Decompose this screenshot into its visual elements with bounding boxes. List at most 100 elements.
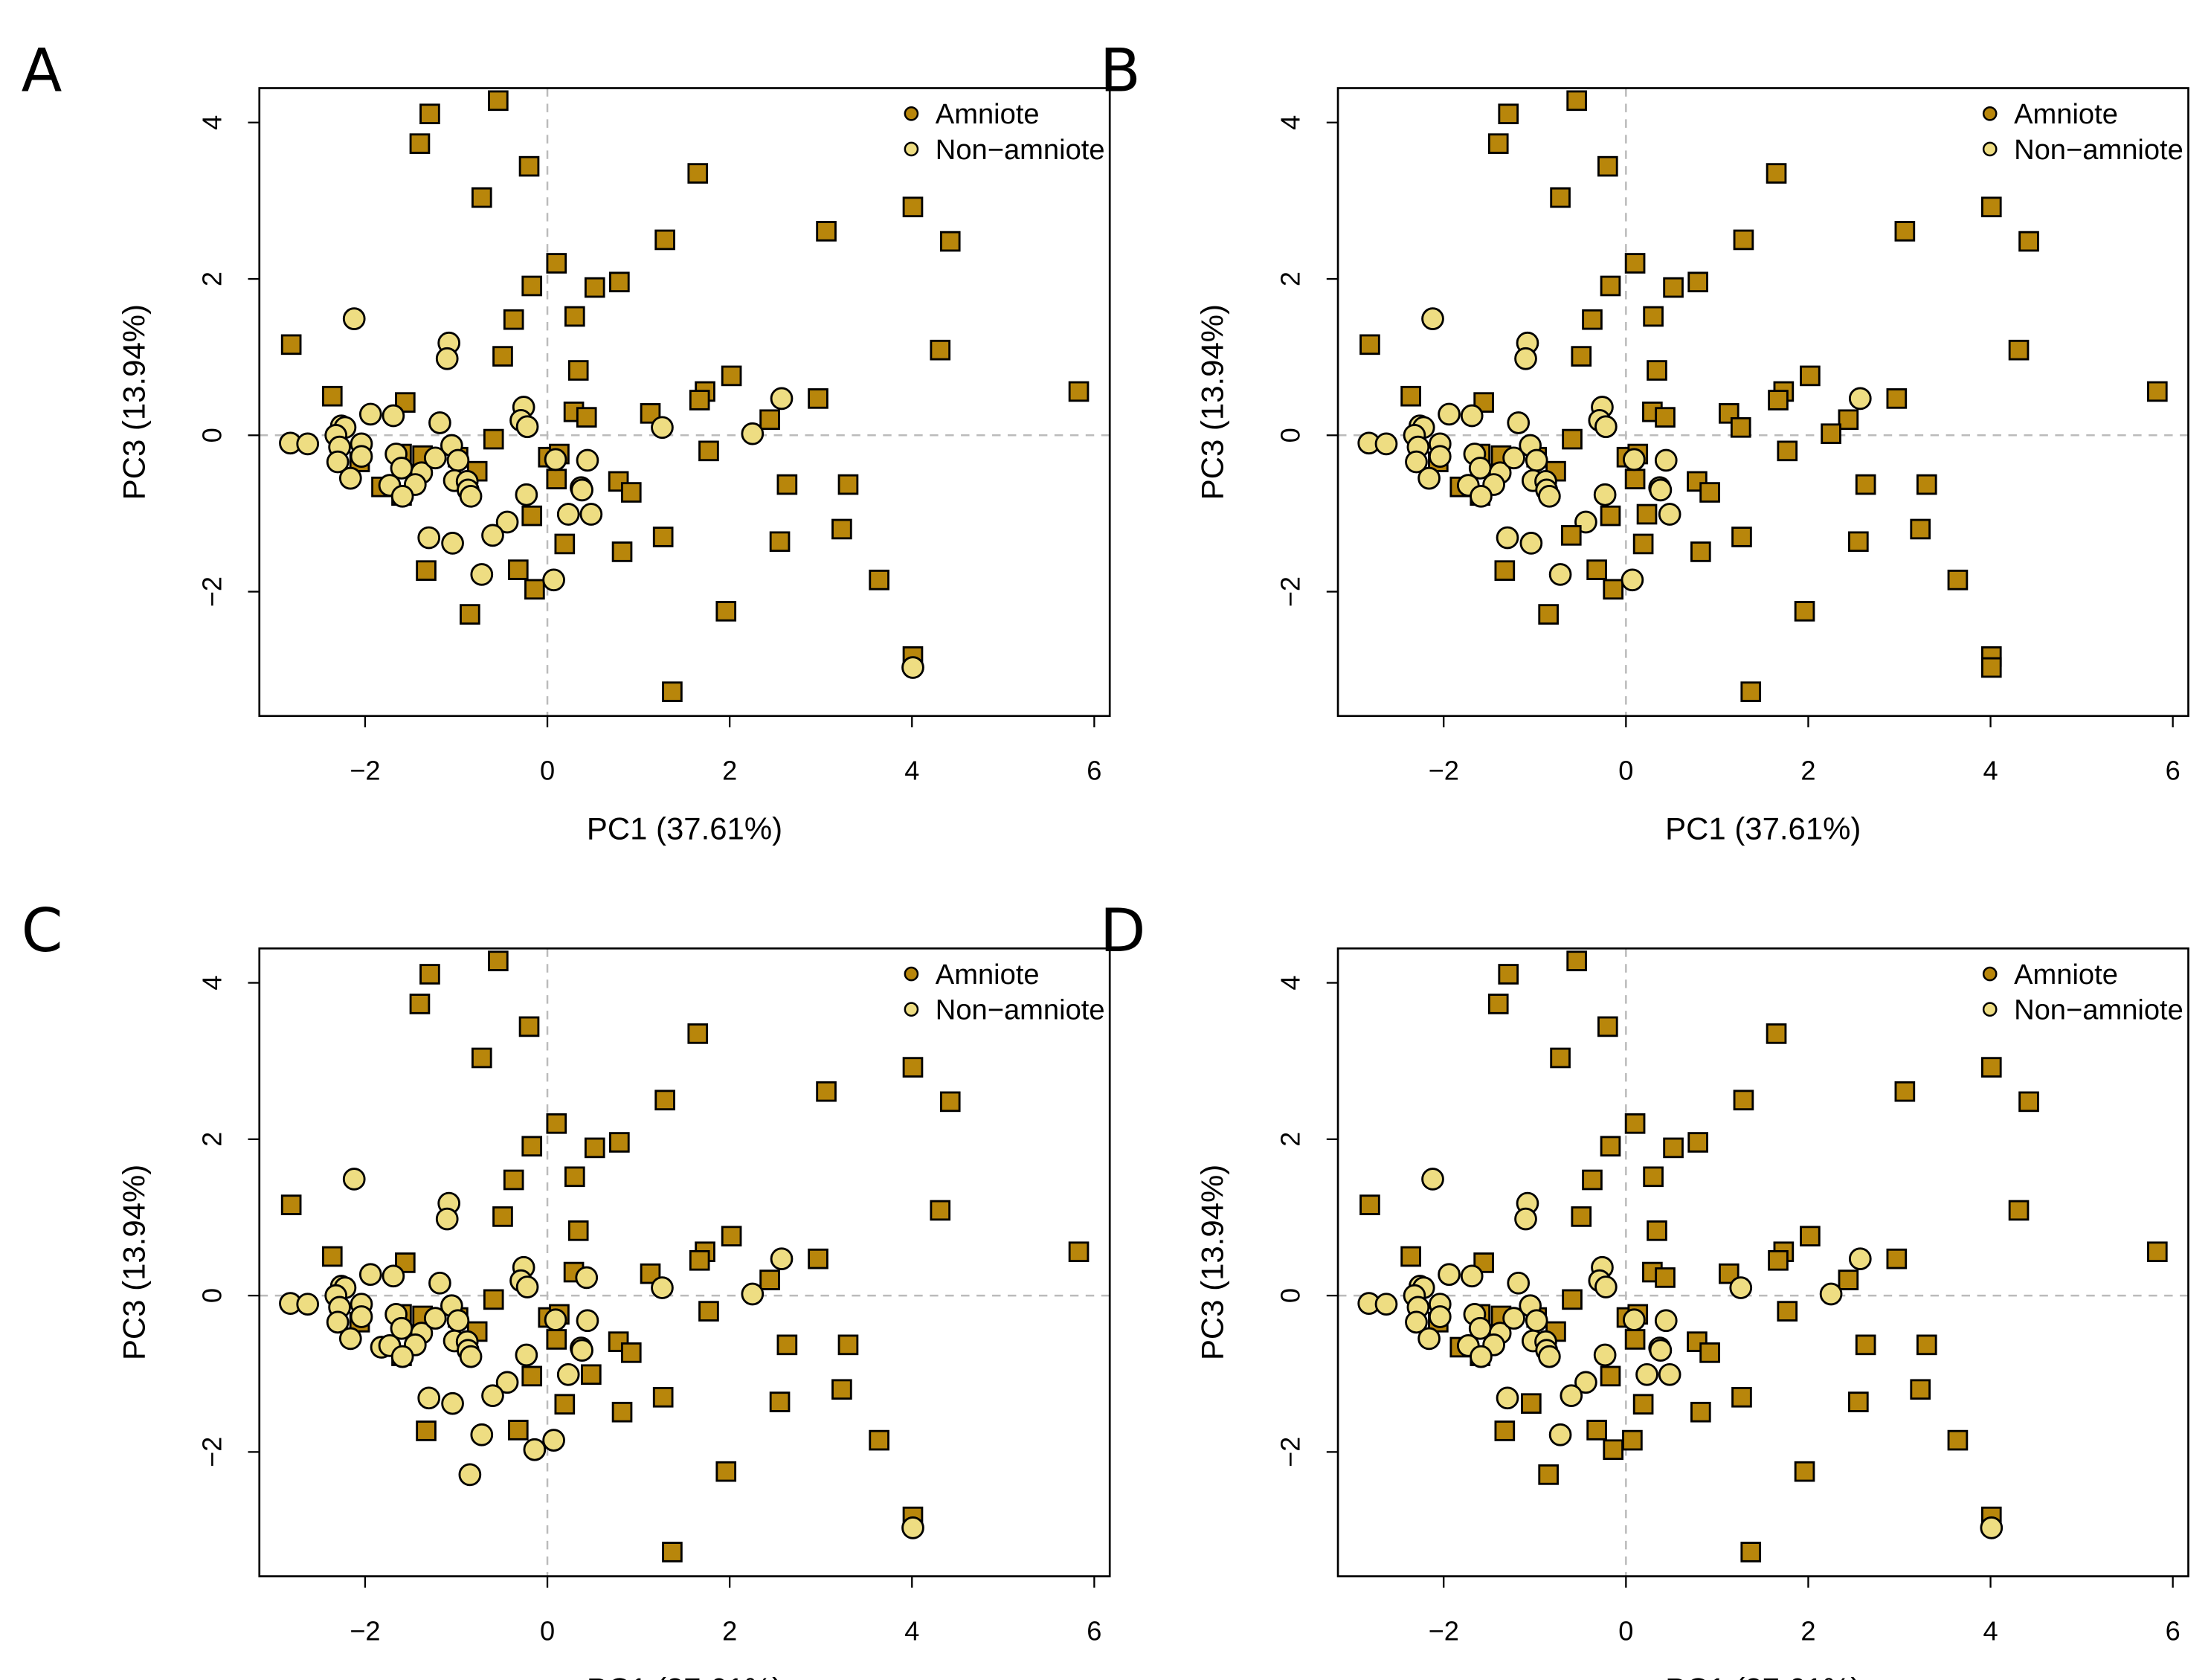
point-non-amniote: [470, 563, 494, 586]
point-non-amniote: [326, 1310, 350, 1334]
point-non-amniote: [901, 1516, 924, 1539]
point-non-amniote: [338, 1327, 362, 1351]
point-non-amniote: [417, 1386, 441, 1410]
point-non-amniote: [1460, 404, 1484, 428]
legend-label: Non−amniote: [936, 995, 1105, 1026]
point-amniote: [1498, 103, 1519, 125]
y-tick-label: 2: [1275, 1132, 1306, 1147]
point-non-amniote: [326, 450, 350, 474]
point-amniote: [1916, 1334, 1937, 1356]
point-non-amniote: [382, 1264, 405, 1288]
point-amniote: [567, 1220, 589, 1241]
x-tick-label: 2: [722, 1615, 737, 1646]
point-amniote: [808, 1248, 828, 1269]
point-non-amniote: [428, 1271, 451, 1295]
point-amniote: [1624, 253, 1646, 274]
point-non-amniote: [338, 466, 362, 490]
point-amniote: [654, 229, 675, 251]
point-non-amniote: [1421, 1168, 1444, 1191]
point-amniote: [1068, 1241, 1090, 1263]
point-non-amniote: [570, 478, 593, 502]
point-amniote: [1730, 416, 1751, 438]
point-amniote: [1821, 423, 1841, 445]
x-tick-label: 0: [1618, 756, 1633, 786]
y-tick-label: 0: [1275, 1288, 1306, 1303]
point-amniote: [471, 187, 492, 208]
point-non-amniote: [1574, 1371, 1597, 1394]
x-tick-label: −2: [350, 756, 380, 786]
point-non-amniote: [382, 404, 405, 428]
point-amniote: [1687, 1132, 1708, 1153]
point-amniote: [554, 533, 576, 555]
point-non-amniote: [570, 1339, 593, 1362]
legend-label: Amniote: [2014, 959, 2118, 991]
point-amniote: [483, 428, 504, 450]
point-amniote: [1690, 1401, 1711, 1423]
point-non-amniote: [441, 532, 464, 555]
point-amniote: [1838, 1269, 1859, 1290]
point-amniote: [1855, 1334, 1876, 1356]
point-amniote: [503, 309, 524, 330]
x-tick-label: 0: [540, 1615, 555, 1646]
point-non-amniote: [1649, 478, 1673, 502]
point-non-amniote: [1405, 1310, 1428, 1334]
point-non-amniote: [1594, 1275, 1618, 1298]
point-amniote: [1562, 1289, 1583, 1310]
x-tick-label: −2: [1429, 1615, 1459, 1646]
point-non-amniote: [1470, 484, 1493, 508]
point-amniote: [419, 964, 440, 985]
y-tick-label: 2: [196, 271, 227, 286]
point-non-amniote: [358, 402, 382, 426]
point-amniote: [1597, 155, 1618, 177]
point-non-amniote: [423, 446, 447, 470]
legend: Amniote Non−amniote: [904, 959, 1105, 1026]
point-amniote: [488, 950, 509, 971]
point-amniote: [808, 388, 828, 409]
point-amniote: [837, 1334, 859, 1356]
legend-label: Amniote: [936, 99, 1040, 130]
point-non-amniote: [1729, 1276, 1753, 1299]
point-non-amniote: [575, 1266, 599, 1290]
point-amniote: [564, 306, 585, 327]
point-non-amniote: [1438, 1263, 1461, 1287]
point-amniote: [1624, 1113, 1646, 1134]
point-amniote: [1400, 385, 1421, 407]
point-amniote: [1766, 1023, 1787, 1044]
point-amniote: [759, 409, 780, 431]
point-non-amniote: [542, 1429, 565, 1452]
y-tick-label: 4: [196, 115, 227, 130]
point-amniote: [816, 221, 837, 242]
point-amniote: [1699, 1342, 1720, 1363]
point-amniote: [776, 474, 798, 495]
point-amniote: [2008, 1200, 2030, 1221]
point-amniote: [584, 277, 605, 298]
point-non-amniote: [296, 432, 320, 456]
point-amniote: [1687, 271, 1708, 293]
point-amniote: [503, 1169, 524, 1191]
point-amniote: [939, 1091, 961, 1113]
point-non-amniote: [481, 1384, 504, 1408]
point-amniote: [1655, 1267, 1676, 1288]
point-amniote: [1600, 1365, 1621, 1387]
x-tick-label: 0: [540, 756, 555, 786]
point-amniote: [2008, 339, 2030, 361]
point-amniote: [492, 346, 513, 367]
point-non-amniote: [1417, 1327, 1441, 1351]
point-non-amniote: [741, 422, 765, 445]
point-amniote: [483, 1289, 504, 1310]
point-non-amniote: [556, 503, 580, 526]
point-amniote: [1603, 579, 1623, 600]
point-amniote: [554, 1394, 576, 1415]
point-non-amniote: [342, 1168, 366, 1191]
point-amniote: [2147, 1241, 2168, 1263]
legend: Amniote Non−amniote: [1982, 99, 2183, 166]
point-amniote: [687, 1023, 709, 1044]
x-tick-label: 2: [1800, 1615, 1815, 1646]
point-amniote: [2018, 231, 2039, 252]
point-non-amniote: [1428, 1305, 1452, 1328]
point-non-amniote: [542, 568, 565, 592]
point-amniote: [1550, 1047, 1571, 1069]
point-non-amniote: [1460, 1264, 1484, 1288]
point-amniote: [1538, 604, 1559, 625]
